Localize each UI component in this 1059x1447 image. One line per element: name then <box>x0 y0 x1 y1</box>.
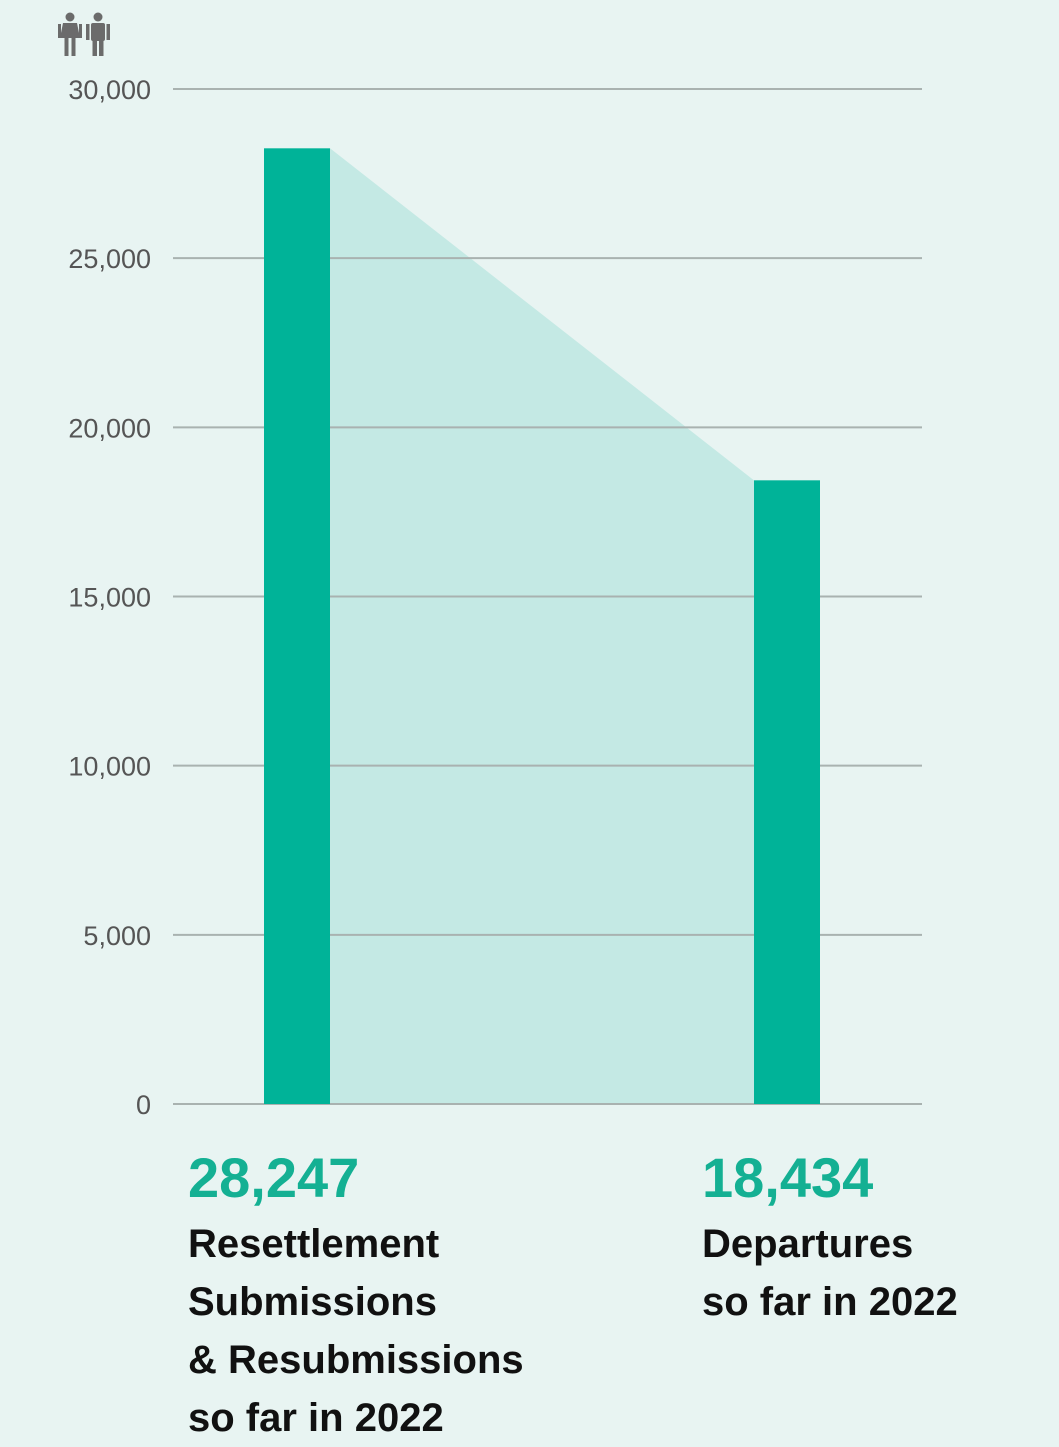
departures-label-line: so far in 2022 <box>702 1280 958 1324</box>
bar <box>264 148 330 1105</box>
y-tick-label: 10,000 <box>68 752 151 782</box>
y-tick-label: 5,000 <box>83 921 151 951</box>
submissions-label: Resettlement Submissions & Resubmissions… <box>188 1215 524 1447</box>
submissions-label-line: so far in 2022 <box>188 1396 444 1440</box>
people-icon <box>58 12 110 56</box>
submissions-value: 28,247 <box>188 1146 360 1209</box>
submissions-label-line: Resettlement <box>188 1222 440 1266</box>
submissions-label-line: Submissions <box>188 1280 437 1324</box>
connecting-area <box>330 148 754 1105</box>
annotation-submissions: 28,247 Resettlement Submissions & Resubm… <box>188 1145 524 1447</box>
departures-label-line: Departures <box>702 1222 914 1266</box>
departures-value: 18,434 <box>702 1146 874 1209</box>
bar <box>754 480 820 1104</box>
y-tick-label: 0 <box>136 1090 151 1120</box>
submissions-label-line: & Resubmissions <box>188 1338 524 1382</box>
chart: 0 5,000 10,000 15,000 20,000 25,000 30,000 <box>58 12 922 1120</box>
y-tick-label: 20,000 <box>68 413 151 443</box>
y-tick-label: 15,000 <box>68 583 151 613</box>
departures-label: Departures so far in 2022 <box>702 1215 958 1331</box>
y-tick-label: 30,000 <box>68 75 151 105</box>
annotation-departures: 18,434 Departures so far in 2022 <box>702 1145 958 1331</box>
y-tick-label: 25,000 <box>68 244 151 274</box>
